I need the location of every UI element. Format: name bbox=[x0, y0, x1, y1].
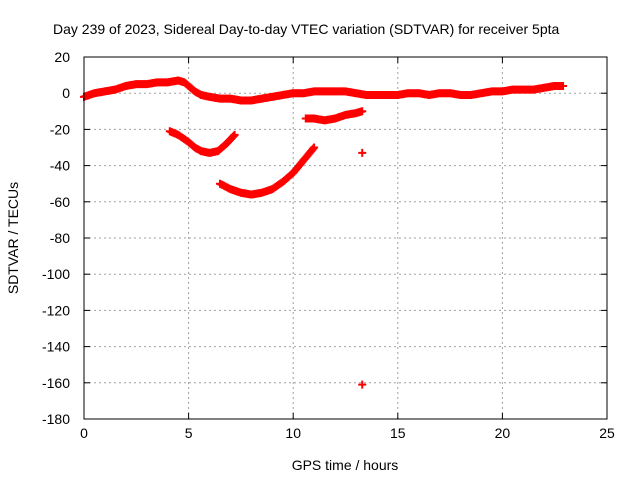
series-arc-2 bbox=[215, 143, 319, 199]
data-point bbox=[358, 148, 367, 157]
x-tick-label: 15 bbox=[390, 425, 406, 441]
y-tick-label: -20 bbox=[50, 121, 70, 137]
data-point bbox=[358, 107, 367, 116]
y-tick-label: -80 bbox=[50, 230, 70, 246]
y-tick-label: -140 bbox=[42, 339, 70, 355]
y-tick-label: -180 bbox=[42, 411, 70, 427]
y-axis-label: SDTVAR / TECUs bbox=[5, 182, 21, 294]
data-point bbox=[559, 81, 568, 90]
x-tick-label: 5 bbox=[185, 425, 193, 441]
data-points bbox=[80, 76, 568, 389]
plot-frame bbox=[83, 56, 608, 420]
series-outliers bbox=[358, 148, 367, 389]
series-main bbox=[80, 76, 568, 105]
y-tick-label: -60 bbox=[50, 194, 70, 210]
series-arc-1 bbox=[165, 127, 239, 157]
x-axis-label: GPS time / hours bbox=[292, 457, 399, 473]
chart-title: Day 239 of 2023, Sidereal Day-to-day VTE… bbox=[53, 21, 560, 37]
y-tick-label: 0 bbox=[62, 85, 70, 101]
x-tick-label: 10 bbox=[285, 425, 301, 441]
axis-ticks: 0 5 10 15 20 25 20 0 -20 -40 -60 -80 -100 -120 -140 -16… bbox=[42, 49, 615, 441]
y-tick-label: -40 bbox=[50, 158, 70, 174]
data-point bbox=[358, 380, 367, 389]
y-tick-label: -120 bbox=[42, 302, 70, 318]
x-tick-label: 0 bbox=[80, 425, 88, 441]
y-tick-label: -100 bbox=[42, 266, 70, 282]
data-point bbox=[310, 143, 319, 152]
data-point bbox=[230, 130, 239, 139]
y-tick-label: -160 bbox=[42, 375, 70, 391]
y-tick-label: 20 bbox=[54, 49, 70, 65]
series-arc-3 bbox=[301, 107, 367, 125]
x-tick-label: 20 bbox=[495, 425, 511, 441]
x-tick-label: 25 bbox=[599, 425, 615, 441]
